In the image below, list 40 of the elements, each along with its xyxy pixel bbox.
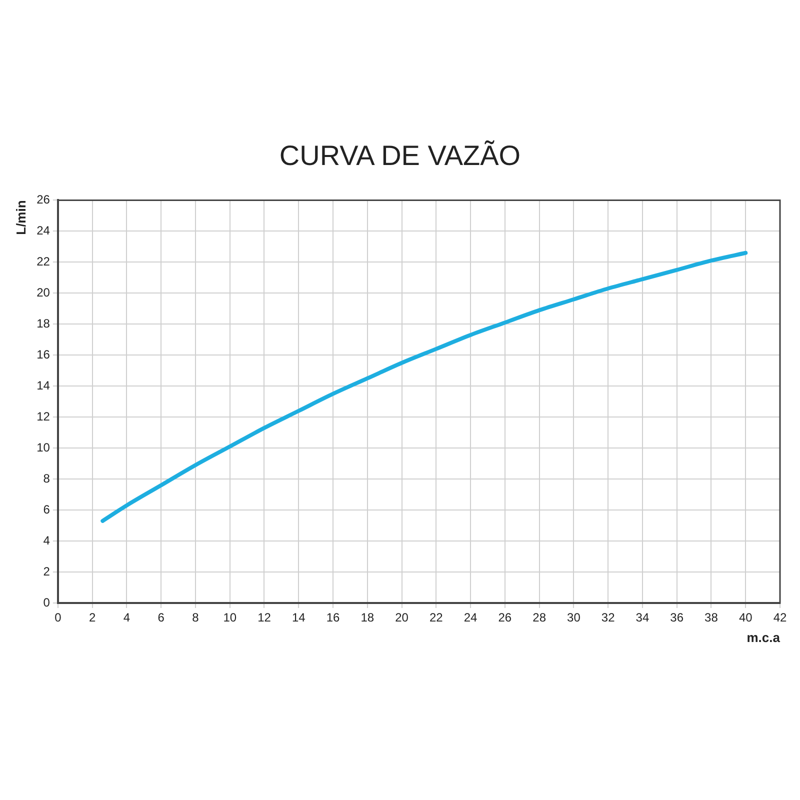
- chart-title: CURVA DE VAZÃO: [278, 140, 522, 172]
- x-tick-label: 26: [498, 610, 512, 625]
- y-tick-label: 24: [36, 223, 50, 238]
- y-tick-label: 14: [36, 378, 50, 392]
- x-tick-label: 30: [567, 610, 581, 625]
- x-tick-label: 4: [123, 610, 130, 625]
- x-tick-label: 2: [88, 610, 96, 625]
- x-tick-label: 40: [738, 610, 753, 625]
- x-tick-label: 38: [704, 610, 718, 625]
- y-tick-label: 26: [36, 192, 50, 207]
- x-tick-label: 20: [395, 610, 409, 625]
- x-tick-label: 16: [326, 610, 340, 625]
- line-series: [100, 250, 748, 523]
- x-tick-label: 18: [360, 610, 374, 625]
- y-tick-label: 20: [36, 285, 50, 300]
- y-tick-label: 10: [36, 440, 50, 454]
- y-tick-label: 0: [43, 595, 50, 610]
- x-tick-label: 42: [773, 610, 787, 625]
- y-tick-label: 8: [43, 471, 50, 486]
- x-tick-label: 22: [429, 610, 444, 625]
- x-tick-label: 10: [223, 610, 237, 625]
- y-tick-label: 4: [43, 533, 50, 548]
- x-tick-label: 34: [636, 610, 650, 625]
- x-axis-title: m.c.a: [746, 630, 781, 645]
- x-tick-label: 8: [192, 610, 200, 625]
- y-tick-label: 2: [43, 564, 50, 578]
- x-tick-label: 0: [54, 610, 62, 625]
- y-tick-label: 22: [36, 254, 50, 268]
- x-tick-label: 6: [158, 610, 165, 625]
- x-tick-label: 12: [258, 610, 272, 625]
- x-tick-label: 32: [601, 610, 616, 625]
- x-tick-label: 36: [670, 610, 684, 625]
- y-axis-title: L/min: [13, 200, 28, 235]
- y-tick-label: 6: [43, 502, 50, 516]
- y-tick-label: 12: [36, 409, 50, 424]
- x-tick-label: 14: [292, 610, 306, 625]
- y-tick-label: 18: [36, 316, 50, 330]
- y-tick-label: 16: [36, 347, 50, 362]
- x-tick-label: 28: [532, 610, 546, 625]
- x-tick-label: 24: [464, 610, 478, 625]
